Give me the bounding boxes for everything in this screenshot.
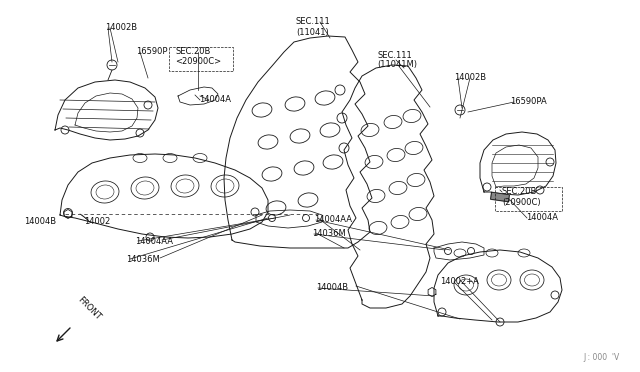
Polygon shape	[491, 192, 509, 202]
Text: 14002B: 14002B	[105, 23, 137, 32]
Text: 14002: 14002	[84, 218, 110, 227]
Text: 14036M: 14036M	[126, 254, 160, 263]
Text: SEC.111: SEC.111	[296, 17, 331, 26]
Text: 14004A: 14004A	[526, 214, 558, 222]
Text: J : 000  'V: J : 000 'V	[584, 353, 620, 362]
Text: 14002B: 14002B	[454, 74, 486, 83]
Text: FRONT: FRONT	[76, 295, 102, 322]
Text: 14036M: 14036M	[312, 230, 346, 238]
Text: 14004A: 14004A	[199, 96, 231, 105]
Text: SEC.111: SEC.111	[377, 51, 412, 60]
Text: 14004AA: 14004AA	[135, 237, 173, 246]
Text: 16590P: 16590P	[136, 48, 168, 57]
Text: 14002+A: 14002+A	[440, 278, 479, 286]
Text: 14004AA: 14004AA	[314, 215, 352, 224]
Text: SEC.20B: SEC.20B	[502, 187, 538, 196]
Text: 14004B: 14004B	[316, 283, 348, 292]
Text: (11041): (11041)	[296, 28, 329, 36]
Text: <20900C>: <20900C>	[175, 58, 221, 67]
Text: SEC.20B: SEC.20B	[175, 48, 211, 57]
Text: 14004B: 14004B	[24, 218, 56, 227]
Text: 16590PA: 16590PA	[510, 97, 547, 106]
Text: (11041M): (11041M)	[377, 61, 417, 70]
Text: (20900C): (20900C)	[502, 198, 541, 206]
